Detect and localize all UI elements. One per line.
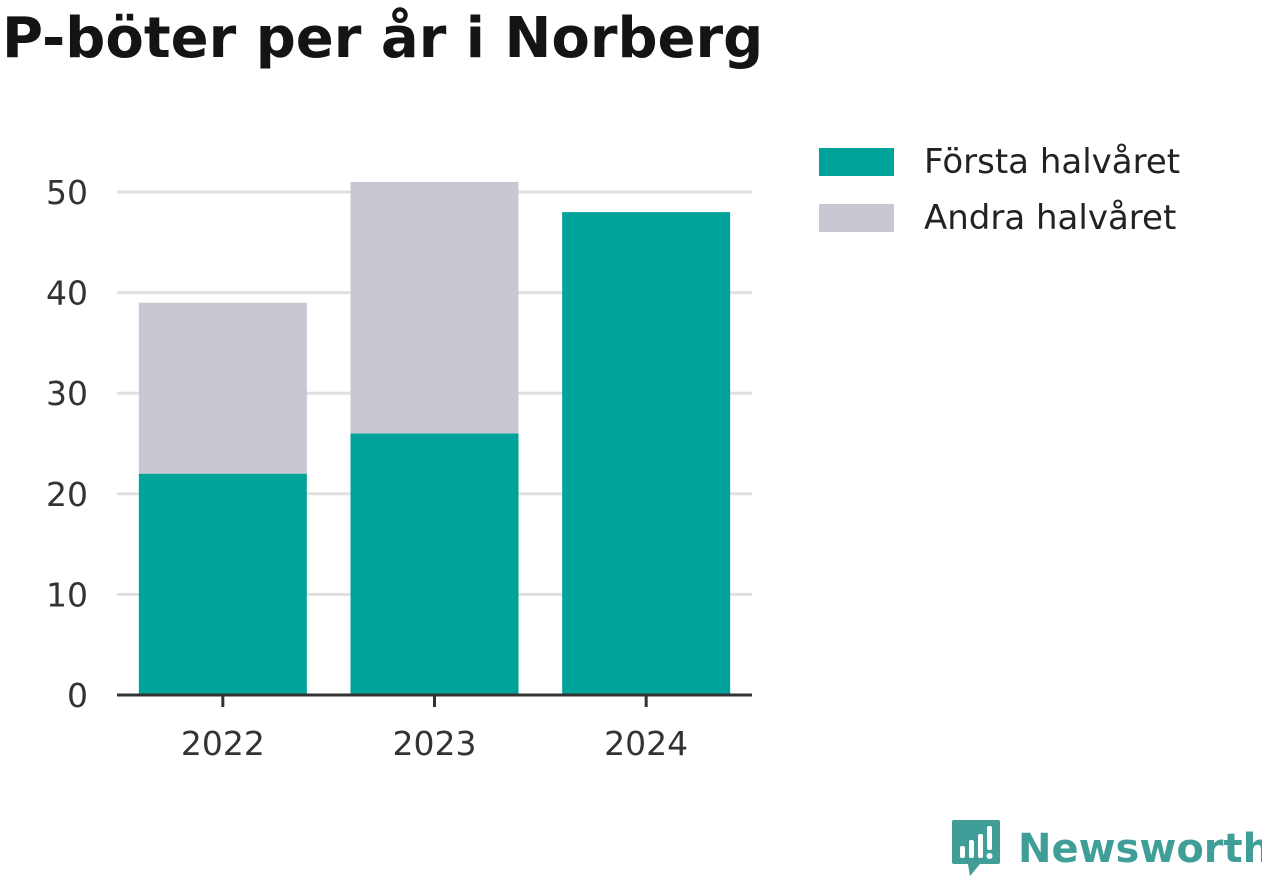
bar-segment-2023-series-0 [350, 433, 519, 695]
brand-logo: Newsworthy [950, 818, 1262, 880]
y-axis-ticks: 0 10 20 30 40 50 [46, 173, 88, 715]
bar-segment-2022-series-1 [138, 302, 307, 474]
legend: Första halvåret Andra halvåret [819, 138, 1180, 250]
y-tick-label: 20 [46, 475, 88, 514]
y-tick-label: 10 [46, 575, 88, 614]
bar-segment-2022-series-0 [138, 473, 307, 695]
brand-name: Newsworthy [1018, 826, 1262, 872]
legend-label: Andra halvåret [924, 198, 1177, 238]
y-tick-label: 30 [46, 374, 88, 413]
x-axis: 2022 2023 2024 [117, 693, 752, 763]
chart-title: P-böter per år i Norberg [2, 6, 764, 71]
legend-item-andra-halvaret: Andra halvåret [819, 194, 1180, 242]
legend-label: Första halvåret [924, 142, 1181, 182]
y-tick-label: 0 [67, 676, 88, 715]
legend-swatch-forsta-halvaret [819, 148, 894, 176]
newsworthy-chart-bubble-icon [952, 820, 1000, 876]
y-tick-label: 40 [46, 274, 88, 313]
bar-segment-2024-series-0 [562, 212, 731, 695]
bar-segment-2023-series-1 [350, 181, 519, 434]
bars [138, 181, 731, 695]
legend-swatch-andra-halvaret [819, 204, 894, 232]
x-tick-label: 2022 [181, 724, 265, 763]
y-tick-label: 50 [46, 173, 88, 212]
x-tick-label: 2023 [393, 724, 477, 763]
legend-item-forsta-halvaret: Första halvåret [819, 138, 1180, 186]
x-tick-label: 2024 [604, 724, 688, 763]
